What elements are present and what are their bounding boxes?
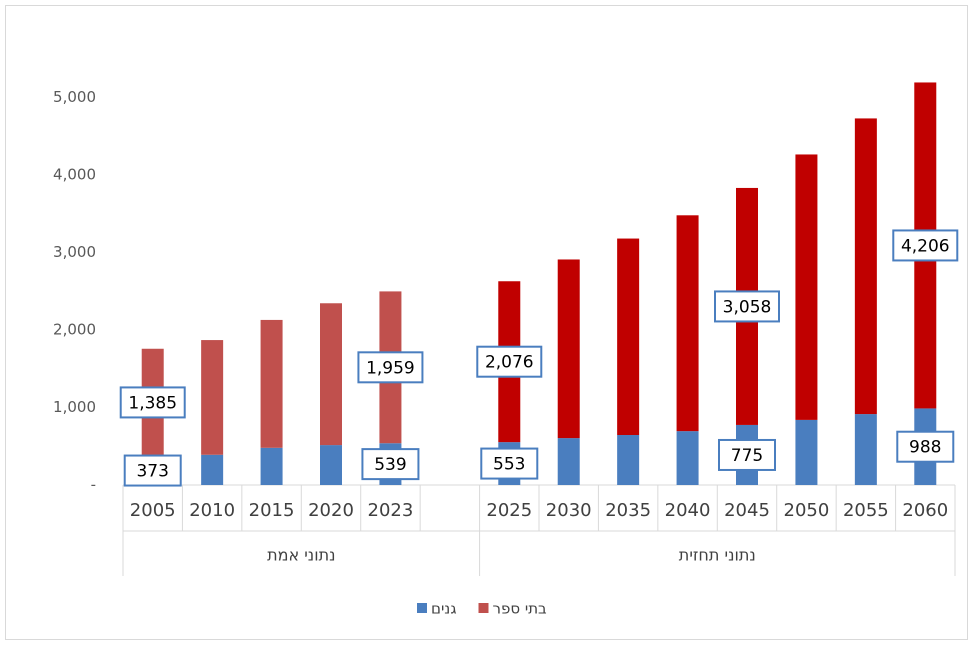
bar-segment <box>260 319 283 448</box>
x-tick-label: 2060 <box>902 500 948 521</box>
y-tick-label: 5,000 <box>53 88 96 106</box>
y-tick-label: 1,000 <box>53 398 96 416</box>
data-label-box <box>357 351 424 384</box>
data-label-box <box>896 430 955 463</box>
bar-segment <box>617 238 640 436</box>
data-label-box <box>361 448 420 481</box>
bar-segment <box>795 419 818 485</box>
data-label-box <box>892 229 959 262</box>
data-label: 373 <box>136 462 168 482</box>
y-tick-label: 3,000 <box>53 243 96 261</box>
bar-segment <box>676 215 699 432</box>
y-tick-label: 4,000 <box>53 166 96 184</box>
x-tick-label: 2023 <box>368 500 414 521</box>
bar-segment <box>795 154 818 420</box>
x-tick-label: 2035 <box>605 500 651 521</box>
x-tick-label: 2055 <box>843 500 889 521</box>
bar-segment <box>557 259 580 439</box>
x-tick-label: 2020 <box>308 500 354 521</box>
x-tick-label: 2040 <box>665 500 711 521</box>
x-tick-label: 2025 <box>486 500 532 521</box>
data-label-box <box>718 438 776 471</box>
bar-segment <box>201 340 224 455</box>
bar-segment <box>854 414 877 485</box>
x-tick-label: 2030 <box>546 500 592 521</box>
legend-label: בתי ספר <box>493 600 548 618</box>
bar-segment <box>557 438 580 485</box>
bar-segment <box>320 445 342 485</box>
x-tick-label: 2010 <box>189 500 235 521</box>
legend-label: גנים <box>431 600 457 618</box>
bar-segment <box>617 435 640 485</box>
data-label-box <box>480 447 539 480</box>
data-label: 1,959 <box>366 358 415 378</box>
bar-segment <box>201 454 224 485</box>
legend-swatch <box>478 603 489 613</box>
x-tick-label: 2015 <box>249 500 295 521</box>
group-label: נתוני אמת <box>267 546 335 565</box>
bar-segment <box>676 431 699 485</box>
data-label-box <box>476 345 543 378</box>
legend-swatch <box>417 603 427 613</box>
bar-segment <box>854 118 877 415</box>
data-label: 3,058 <box>723 297 772 317</box>
data-label: 553 <box>493 455 525 475</box>
bar-segment <box>260 447 283 485</box>
bar-segment <box>320 303 342 446</box>
data-label-box <box>119 386 186 419</box>
data-label-box <box>714 290 780 323</box>
chart-border <box>5 5 968 640</box>
data-label: 775 <box>731 446 763 466</box>
y-tick-label: 2,000 <box>53 321 96 339</box>
data-label: 988 <box>909 438 941 458</box>
data-label: 4,206 <box>901 236 950 256</box>
data-label: 1,385 <box>128 393 177 413</box>
group-label: נתוני תחזית <box>679 546 756 565</box>
data-label: 539 <box>374 455 406 475</box>
x-tick-label: 2050 <box>784 500 830 521</box>
data-label-box <box>123 454 182 487</box>
y-tick-label: - <box>91 476 96 494</box>
data-label: 2,076 <box>485 353 534 373</box>
x-tick-label: 2005 <box>130 500 176 521</box>
x-tick-label: 2045 <box>724 500 770 521</box>
